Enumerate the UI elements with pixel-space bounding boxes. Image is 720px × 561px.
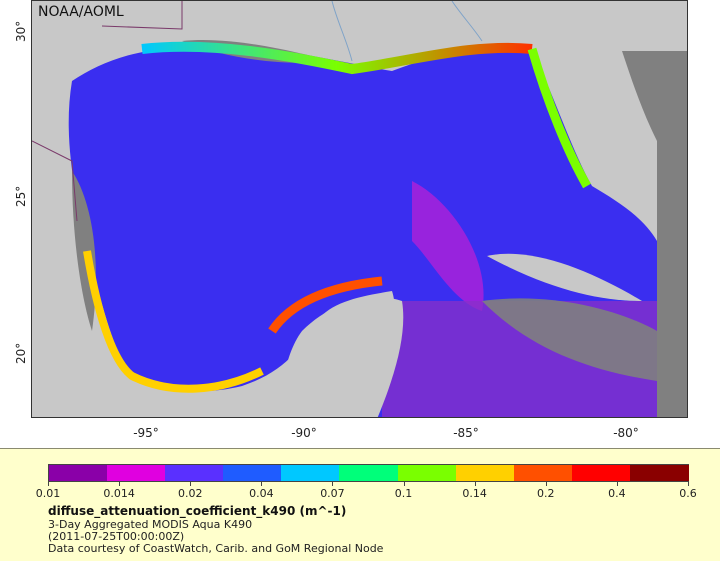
colorbar-tick-label: 0.6 xyxy=(679,487,697,500)
colorbar-tick-label: 0.01 xyxy=(35,487,61,500)
colorbar-tick-label: 0.1 xyxy=(394,487,413,500)
colorbar-segment xyxy=(223,465,283,481)
gulf-of-mexico-map xyxy=(32,1,687,417)
colorbar-segment xyxy=(339,465,399,481)
lon-label-neg85: -85° xyxy=(453,426,479,440)
nodata-patch-caribbean xyxy=(482,298,657,381)
colorbar-tick xyxy=(261,482,263,486)
colorbar-segment xyxy=(571,465,631,481)
colorbar-tick-label: 0.014 xyxy=(103,487,135,500)
colorbar-tick-label: 0.2 xyxy=(537,487,555,500)
lon-label-neg90: -90° xyxy=(291,426,317,440)
courtesy-line: Data courtesy of CoastWatch, Carib. and … xyxy=(48,542,384,555)
colorbar-tick xyxy=(190,482,192,486)
colorbar-tick-label: 0.07 xyxy=(320,487,345,500)
lon-label-neg80: -80° xyxy=(613,426,639,440)
colorbar-tick-label: 0.02 xyxy=(177,487,203,500)
colorbar-segment xyxy=(107,465,167,481)
river-line xyxy=(331,1,353,62)
colorbar-tick xyxy=(616,482,618,486)
cuba-island xyxy=(487,253,642,301)
colorbar-segment xyxy=(49,465,109,481)
lat-label-30: 30° xyxy=(14,20,28,42)
legend-panel: 0.01 0.014 0.02 0.04 0.07 0.1 0.14 0.2 0.4 0.6 di… xyxy=(0,448,720,561)
florida-coast-band xyxy=(527,47,591,189)
source-line: 3-Day Aggregated MODIS Aqua K490 xyxy=(48,518,253,531)
time-line: (2011-07-25T00:00:00Z) xyxy=(48,530,185,543)
colorbar-tick-label: 0.04 xyxy=(249,487,274,500)
colorbar-segment xyxy=(165,465,225,481)
lat-label-20: 20° xyxy=(14,342,28,364)
colorbar-tick xyxy=(332,482,334,486)
colorbar-tick xyxy=(119,482,121,486)
colorbar-segment xyxy=(513,465,573,481)
colorbar-tick xyxy=(545,482,547,486)
yucatan-peninsula xyxy=(277,297,404,417)
credit-label: NOAA/AOML xyxy=(38,4,124,20)
lon-label-neg95: -95° xyxy=(133,426,159,440)
nodata-patch-west xyxy=(72,171,96,331)
yucatan-coast-band xyxy=(268,276,383,334)
variable-name: diffuse_attenuation_coefficient_k490 (m^… xyxy=(48,504,347,518)
colorbar-tick-label: 0.14 xyxy=(462,487,487,500)
colorbar-tick xyxy=(688,482,689,486)
colorbar-tick xyxy=(474,482,476,486)
low-k490-region-east xyxy=(412,181,484,311)
state-border xyxy=(101,1,183,30)
country-border-mexico xyxy=(32,140,78,222)
nodata-patch-atlantic xyxy=(622,51,687,417)
colorbar-segment xyxy=(455,465,515,481)
colorbar-segment xyxy=(281,465,341,481)
colorbar-tick-label: 0.4 xyxy=(608,487,626,500)
colorbar-tick xyxy=(48,482,49,486)
north-coast-band xyxy=(141,41,533,75)
colorbar-segment xyxy=(629,465,689,481)
map-panel[interactable]: NOAA/AOML xyxy=(31,0,688,418)
mexico-coast-band xyxy=(83,250,264,393)
lat-label-25: 25° xyxy=(14,185,28,207)
river-line-2 xyxy=(451,1,483,42)
colorbar xyxy=(48,464,689,482)
colorbar-tick xyxy=(403,482,405,486)
colorbar-segment xyxy=(397,465,457,481)
